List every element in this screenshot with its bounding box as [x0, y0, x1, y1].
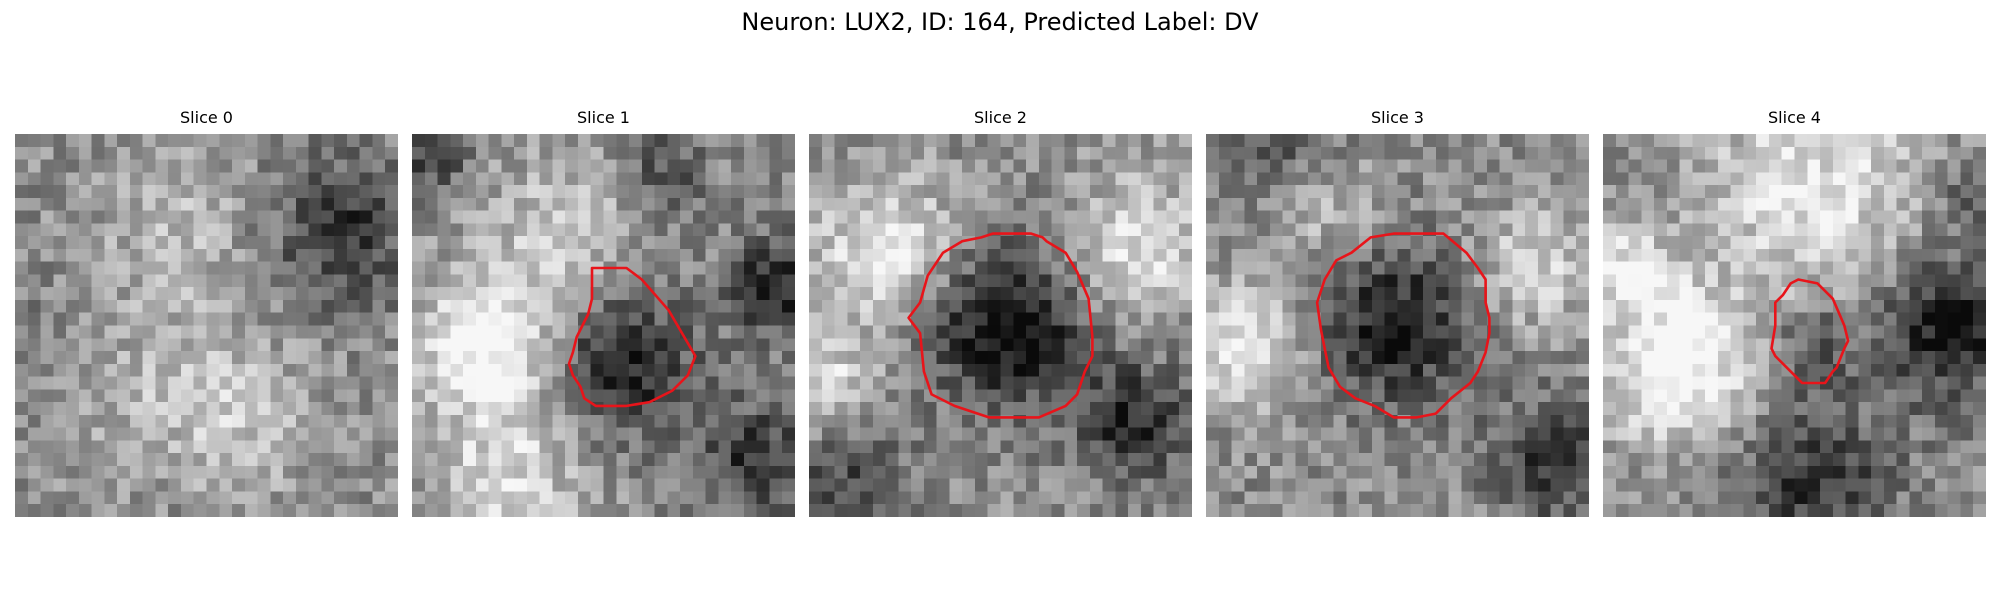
slice-3-image	[1206, 134, 1589, 517]
slice-3-title: Slice 3	[1371, 108, 1424, 127]
slice-4-title: Slice 4	[1768, 108, 1821, 127]
slice-2-image	[809, 134, 1192, 517]
slice-panel-0: Slice 0	[15, 108, 398, 517]
slice-4-pixels	[1603, 134, 1986, 517]
slice-3-pixels	[1206, 134, 1589, 517]
slice-0-pixels	[15, 134, 398, 517]
slice-2-pixels	[809, 134, 1192, 517]
slice-0-title: Slice 0	[180, 108, 233, 127]
slice-1-roi-outline	[567, 266, 697, 408]
slice-4-image	[1603, 134, 1986, 517]
slice-1-pixels	[412, 134, 795, 517]
slice-3-roi-outline	[1315, 232, 1491, 419]
slice-panel-2: Slice 2	[809, 108, 1192, 517]
slice-2-title: Slice 2	[974, 108, 1027, 127]
slice-panel-3: Slice 3	[1206, 108, 1589, 517]
slice-4-roi-outline	[1770, 278, 1850, 385]
slice-1-image	[412, 134, 795, 517]
slice-0-image	[15, 134, 398, 517]
figure-title: Neuron: LUX2, ID: 164, Predicted Label: …	[741, 8, 1259, 36]
slice-panel-4: Slice 4	[1603, 108, 1986, 517]
slice-2-roi-outline	[907, 232, 1094, 419]
slice-1-title: Slice 1	[577, 108, 630, 127]
slice-panel-1: Slice 1	[412, 108, 795, 517]
